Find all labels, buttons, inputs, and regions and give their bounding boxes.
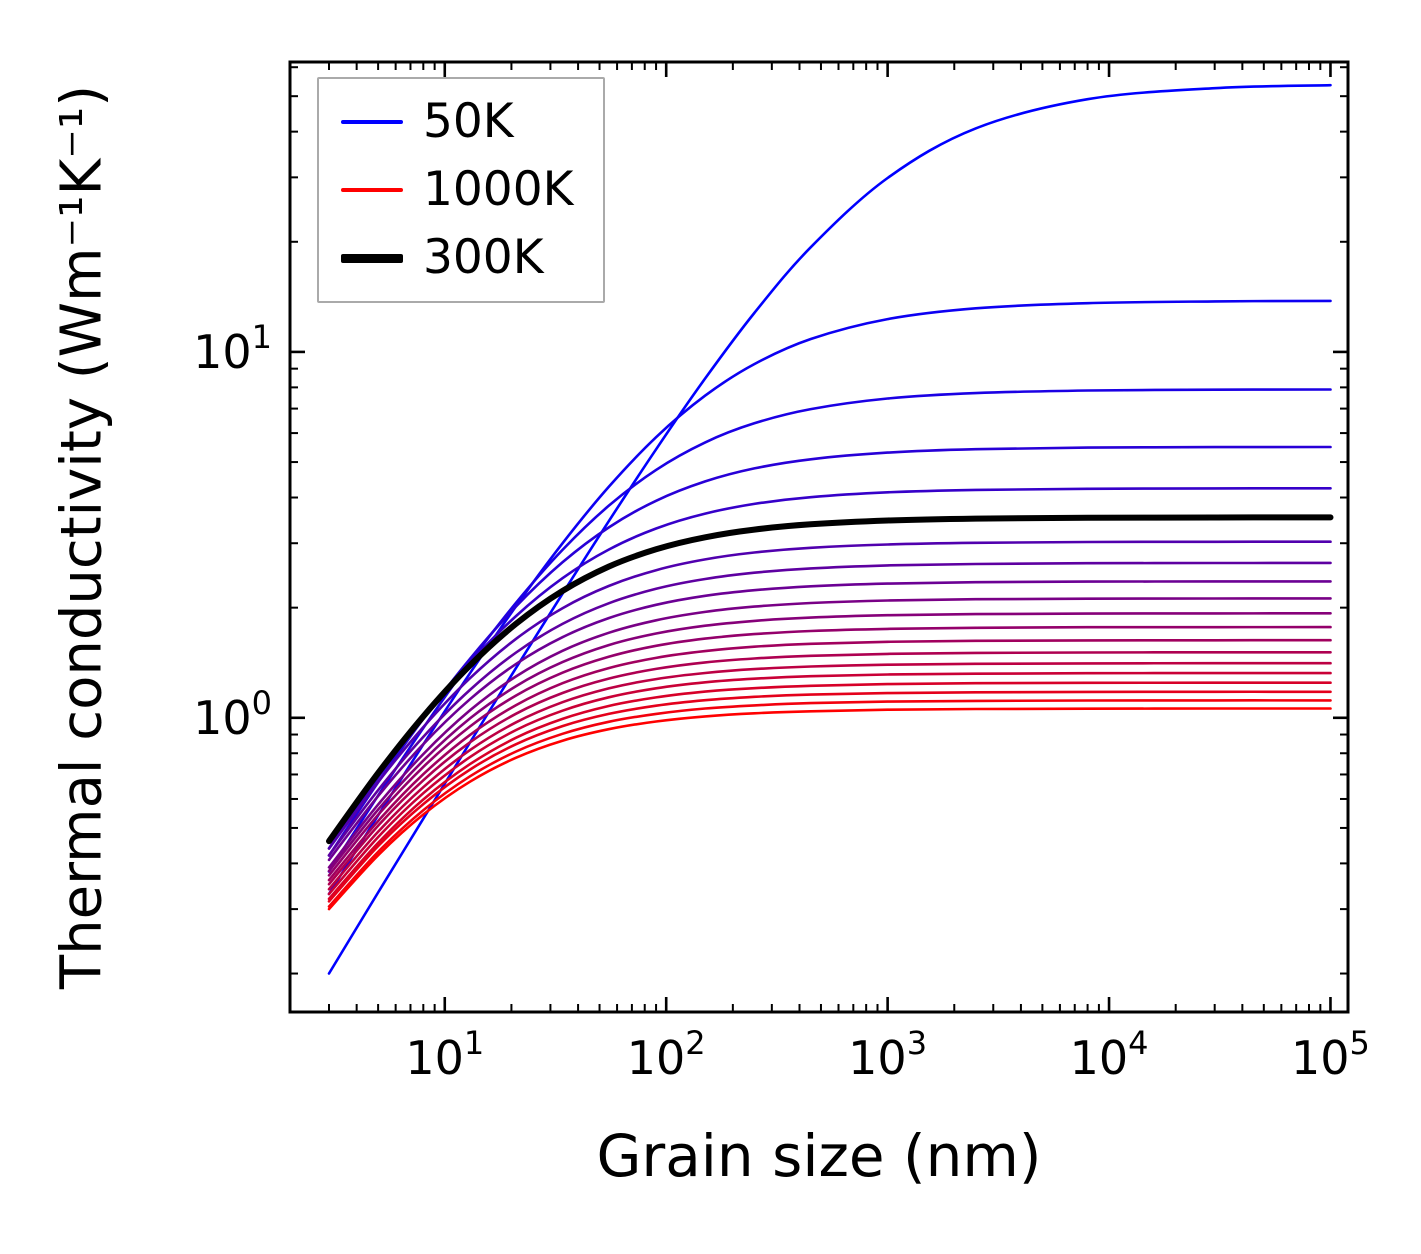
x-tick-label-10e3: 103 — [848, 1024, 927, 1085]
y-axis-label: Thermal conductivity (Wm⁻¹K⁻¹) — [49, 84, 115, 990]
series-line-400K — [327, 561, 1332, 857]
x-tick-label-10e4: 104 — [1070, 1024, 1149, 1085]
legend-label: 300K — [423, 230, 544, 286]
series-line-800K — [327, 671, 1332, 896]
legend-line-sample — [341, 188, 403, 193]
series-line-300K — [326, 514, 1334, 845]
series-line-550K — [327, 612, 1332, 873]
legend-item-300K: 300K — [341, 231, 573, 285]
series-line-50K — [327, 83, 1332, 975]
legend-line-sample — [341, 253, 403, 263]
series-line-700K — [327, 650, 1332, 886]
legend-item-50K: 50K — [341, 94, 573, 149]
series-line-450K — [327, 580, 1332, 862]
y-tick-label-10e1: 101 — [193, 318, 272, 379]
series-line-1000K — [327, 707, 1332, 911]
axes-frame — [288, 60, 1350, 1014]
series-line-350K — [327, 540, 1332, 850]
series-line-150K — [327, 388, 1332, 873]
y-tick-label-10e0: 100 — [193, 684, 272, 745]
series-line-500K — [327, 597, 1332, 869]
series-group — [326, 83, 1334, 975]
legend-line-sample — [341, 120, 403, 125]
series-line-650K — [327, 638, 1332, 882]
series-line-600K — [327, 625, 1332, 877]
x-tick-label-10e5: 105 — [1291, 1024, 1370, 1085]
series-line-900K — [327, 690, 1332, 903]
series-line-950K — [327, 699, 1332, 908]
legend-label: 1000K — [423, 162, 574, 218]
x-axis-label: Grain size (nm) — [596, 1122, 1042, 1190]
legend-label: 50K — [423, 94, 514, 149]
legend: 50K 1000K 300K — [317, 77, 606, 304]
x-tick-label-10e1: 101 — [405, 1024, 484, 1085]
series-line-850K — [327, 681, 1332, 901]
series-line-750K — [327, 661, 1332, 891]
legend-item-1000K: 1000K — [341, 162, 574, 218]
x-tick-label-10e2: 102 — [627, 1024, 706, 1085]
